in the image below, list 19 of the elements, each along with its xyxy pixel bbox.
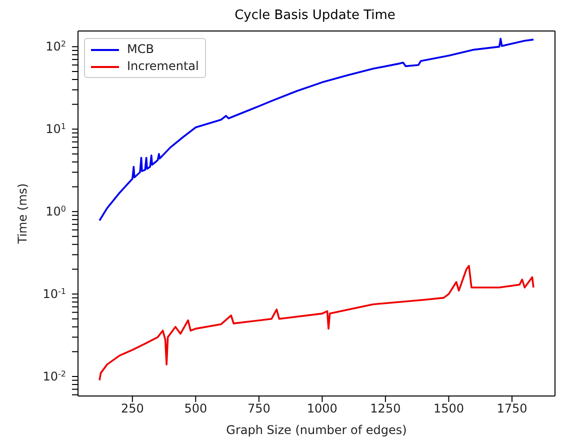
- x-tick-label: 750: [247, 402, 270, 416]
- x-tick-label: 500: [184, 402, 208, 416]
- legend-label: MCB: [126, 41, 155, 58]
- x-tick-label: 250: [120, 402, 144, 416]
- line-series: [98, 38, 534, 222]
- x-tick-label: 1500: [433, 402, 464, 416]
- y-tick-label: 10$^{-2}$: [42, 368, 66, 384]
- x-tick-label: 1000: [306, 402, 338, 416]
- x-tick-label: 1250: [370, 402, 401, 416]
- legend-label: Incremental: [126, 58, 199, 75]
- chart-title: Cycle Basis Update Time: [234, 8, 396, 25]
- x-tick-label: 1750: [496, 402, 528, 416]
- y-tick-label: 10$^{-1}$: [42, 286, 66, 302]
- x-axis-title: Graph Size (number of edges): [226, 423, 407, 437]
- y-tick-label: 10$^{0}$: [46, 204, 66, 219]
- y-tick-label: 10$^{1}$: [46, 122, 66, 136]
- y-tick-label: 10$^{2}$: [46, 39, 66, 54]
- line-series: [98, 264, 534, 382]
- y-axis-title: Time (ms): [15, 183, 30, 245]
